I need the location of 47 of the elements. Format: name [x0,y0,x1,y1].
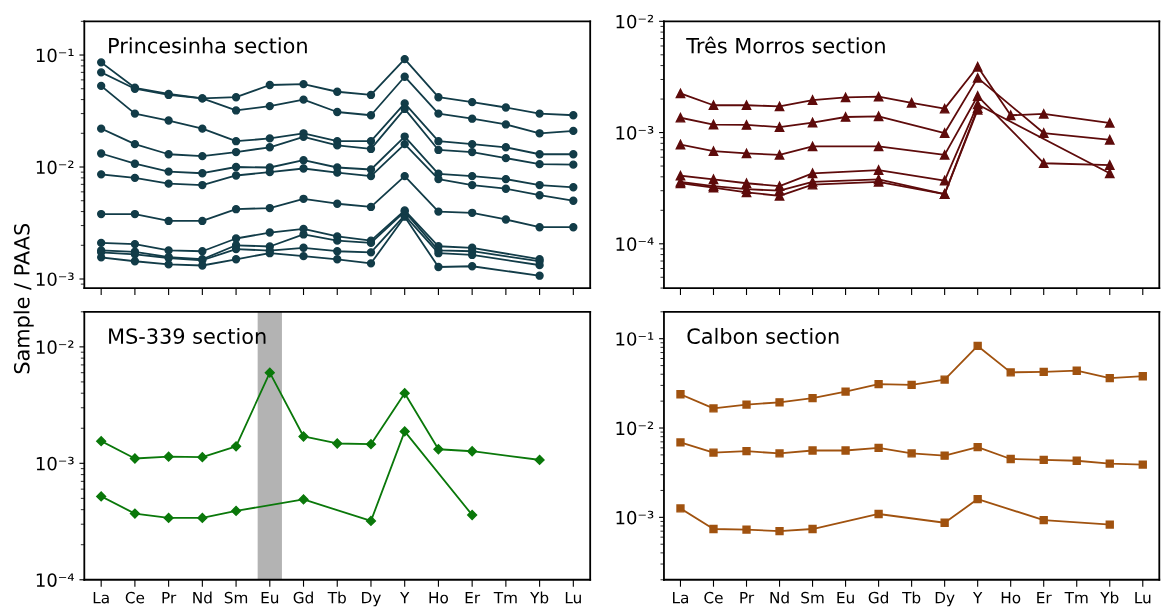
x-tick-label: Dy [362,592,381,607]
x-tick-label: Lu [565,592,581,604]
x-tick-label: Tb [327,591,346,604]
x-tick-label: Er [1037,592,1052,604]
x-tick-label: Ho [429,592,448,604]
text: Princesinha section [109,37,307,54]
x-tick-label: Sm [801,591,824,604]
x-tick-label: Yb [530,591,549,604]
x-tick-label: Tm [1064,592,1088,604]
y-tick-label: 10⁻³ [616,510,654,525]
x-tick-label: Sm [224,591,248,604]
text: Calbon section [687,327,839,345]
y-tick-label: 10⁻² [616,14,654,29]
x-tick-label: Nd [193,591,212,604]
y-tick-label: 10⁻² [36,160,74,175]
x-tick-label: Tm [493,592,517,604]
y-tick-label: 10⁻² [616,421,654,436]
y-tick-label: 10⁻⁴ [616,237,654,251]
x-tick-label: Ce [125,591,145,604]
x-tick-label: Gd [868,591,888,604]
x-tick-label: Ce [704,591,723,604]
x-tick-label: Y [400,592,410,604]
x-tick-label: Gd [293,591,313,604]
x-tick-label: Tb [902,591,921,604]
x-tick-label: Lu [1135,592,1151,604]
x-tick-label: Yb [1100,591,1119,604]
y-tick-label: 10⁻² [36,340,74,354]
x-tick-label: La [93,592,109,604]
y-tick-label: 10⁻⁴ [36,573,75,587]
x-tick-label: La [673,592,689,604]
text: MS-339 section [109,327,266,345]
y-axis-title: Sample / PAAS [13,223,34,374]
x-tick-label: Nd [770,591,789,604]
x-tick-label: Pr [740,592,755,604]
y-tick-label: 10⁻¹ [36,48,74,63]
y-tick-label: 10⁻¹ [616,332,654,346]
x-tick-label: Y [972,592,983,604]
text: Três Morros section [686,36,885,54]
x-tick-label: Eu [837,592,854,604]
x-tick-label: Ho [1001,592,1021,604]
x-tick-label: Er [465,592,481,604]
x-tick-label: Eu [261,592,279,604]
y-tick-label: 10⁻³ [36,272,74,287]
x-tick-label: Pr [162,592,177,604]
y-tick-label: 10⁻³ [616,126,654,140]
x-tick-label: Dy [935,592,955,607]
y-tick-label: 10⁻³ [36,456,74,471]
